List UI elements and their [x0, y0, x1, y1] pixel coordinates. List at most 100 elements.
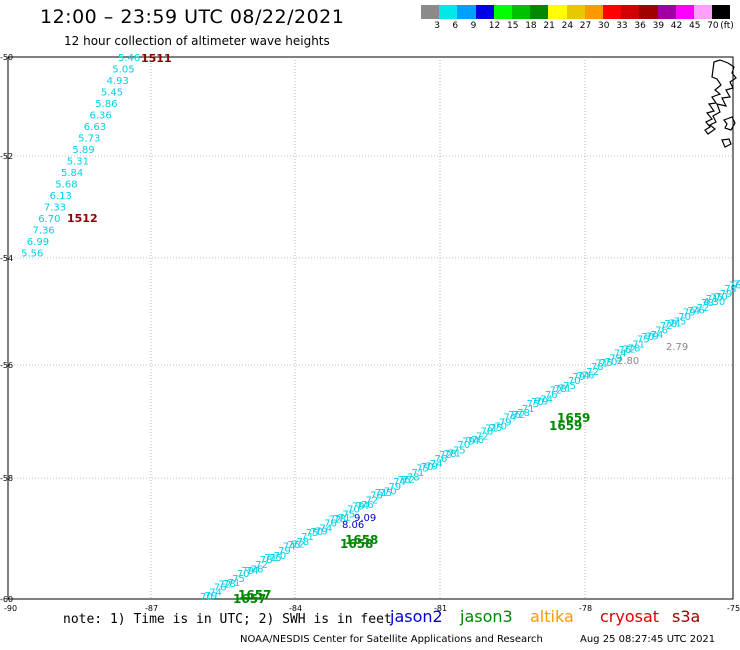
legend-label: 39	[652, 21, 665, 31]
south-track-mark: 70	[274, 551, 287, 562]
legend-label: 42	[670, 21, 683, 31]
north-track-value: 6.13	[50, 191, 72, 202]
north-track-value: 5.84	[61, 168, 83, 179]
legend-label: 24	[561, 21, 574, 31]
map-frame	[7, 56, 734, 600]
south-track-mark: 72	[439, 450, 452, 461]
south-track-mark: 76	[692, 305, 705, 316]
south-time-label: 1657	[238, 588, 271, 602]
south-track-mark: 72	[255, 560, 268, 571]
south-track-mark: 74	[430, 459, 443, 470]
south-track-mark: 78	[370, 491, 383, 502]
south-track-mark: 76	[324, 518, 337, 529]
legend-swatch	[493, 5, 512, 19]
legend-swatch	[584, 5, 603, 19]
south-track-mark: 72	[513, 410, 526, 421]
south-track-mark: 76	[361, 500, 374, 511]
north-track-value: 5.73	[78, 134, 100, 145]
x-tick-label: -75	[727, 604, 740, 613]
south-track-mark: 70	[641, 332, 654, 343]
south-track-mark: 75	[306, 528, 319, 539]
legend-label: 36	[634, 21, 646, 31]
south-track-mark: 74	[393, 477, 406, 488]
legend-label: 12	[488, 21, 501, 31]
timestamp-text: Aug 25 08:27:45 UTC 2021	[580, 634, 716, 645]
legend-swatch	[712, 5, 731, 19]
south-track-mark: 72	[586, 367, 599, 378]
south-track-mark: 71	[448, 448, 461, 459]
south-track-mark: 70	[200, 592, 213, 603]
south-track-mark: 71	[559, 384, 572, 395]
south-track-mark: 79	[536, 397, 549, 408]
north-track-value: 5.68	[55, 180, 77, 191]
south-track-mark: 70	[568, 376, 581, 387]
north-track-value: 5.86	[95, 99, 117, 110]
south-track-mark: 78	[333, 514, 346, 525]
south-track-mark: 71	[338, 513, 351, 524]
legend-swatch	[548, 5, 567, 19]
north-track-value: 5.05	[112, 65, 134, 76]
south-track-mark: 78	[664, 319, 677, 330]
north-track-value: 7.33	[44, 203, 66, 214]
north-track-value: 6.99	[27, 237, 49, 248]
south-track-mark: 75	[674, 317, 687, 328]
legend-label: 30	[598, 21, 610, 31]
south-track-mark: 71	[301, 532, 314, 543]
legend-swatch	[421, 5, 440, 19]
south-track-mark: 75	[232, 574, 245, 585]
legend-label: 3	[434, 21, 440, 31]
south-track-mark: 72	[660, 321, 673, 332]
south-track-mark: 79	[462, 437, 475, 448]
south-track-mark: 71	[228, 578, 241, 589]
south-time-label: 1659	[557, 411, 590, 425]
south-track-mark: 79	[278, 546, 291, 557]
south-track-mark: 72	[292, 540, 305, 551]
south-track-mark: 71	[595, 359, 608, 370]
south-track-mark: 76	[582, 370, 595, 381]
south-track-mark: 74	[356, 501, 369, 512]
legend-swatch	[639, 5, 658, 19]
legend-label: 6	[452, 21, 459, 31]
legend-label: 45	[689, 21, 701, 31]
south-time-label: 1659	[549, 419, 582, 433]
satellite-label: cryosat	[600, 607, 660, 626]
satellite-label: s3a	[672, 607, 701, 626]
south-track-mark: 71	[632, 340, 645, 351]
coastline-islands	[704, 59, 737, 148]
south-track-mark: 78	[260, 555, 273, 566]
south-track-mark: 79	[425, 462, 438, 473]
south-track-mark: 75	[526, 399, 539, 410]
legend-swatch	[566, 5, 585, 19]
legend-swatch	[657, 5, 676, 19]
south-track-mark: 76	[287, 540, 300, 551]
south-track-mark: 74	[614, 348, 627, 359]
satellite-label: jason3	[460, 607, 513, 626]
north-track-value: 5.45	[101, 88, 123, 99]
south-track-mark: 76	[398, 475, 411, 486]
south-track-mark: 72	[476, 431, 489, 442]
south-track-mark: 70	[310, 527, 323, 538]
y-tick-label: -60	[0, 595, 13, 604]
legend-swatch	[694, 5, 713, 19]
south-track-mark: 71	[669, 319, 682, 330]
south-track-mark: 71	[706, 294, 719, 305]
south-track-mark: 70	[421, 462, 434, 473]
south-track-mark: 71	[485, 423, 498, 434]
south-track-mark: 71	[522, 404, 535, 415]
south-track-value: 2.80	[617, 356, 639, 367]
south-track-mark: 70	[678, 312, 691, 323]
south-track-mark: 74	[724, 284, 737, 295]
south-track-mark: 76	[214, 583, 227, 594]
south-track-mark: 75	[379, 488, 392, 499]
south-track-mark: 74	[246, 566, 259, 577]
north-time-label: 1511	[141, 52, 172, 65]
south-track-mark: 70	[531, 397, 544, 408]
north-time-label: 1512	[67, 212, 98, 225]
south-track-mark: 79	[646, 332, 659, 343]
south-track-mark: 78	[297, 537, 310, 548]
map-grid	[7, 56, 734, 600]
altimeter-tracks: 5.465.054.935.455.866.366.635.735.895.31…	[21, 52, 740, 606]
legend-label: 33	[616, 21, 628, 31]
south-track-mark: 75	[600, 358, 613, 369]
